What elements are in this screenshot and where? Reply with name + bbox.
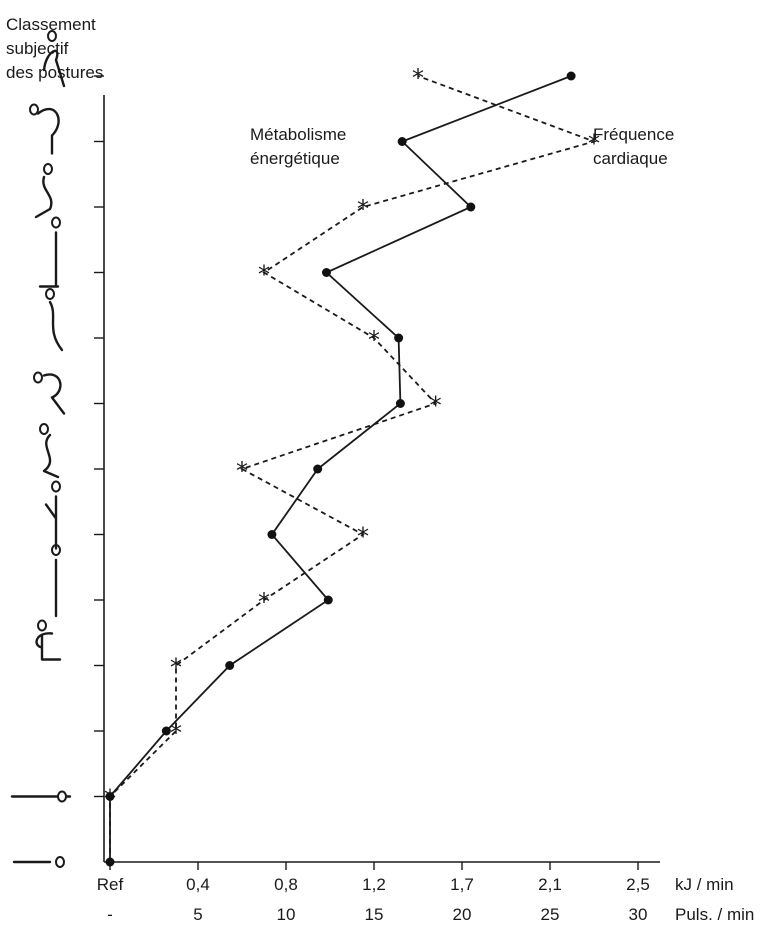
x-tick-label-secondary: 20 — [453, 905, 472, 924]
x-tick-label-secondary: 5 — [193, 905, 202, 924]
posture-standing-straight-arm-icon — [38, 216, 61, 288]
posture-squatting-low-icon — [42, 30, 66, 88]
posture-standing-upright-icon — [51, 544, 61, 618]
posture-standing-arms-up-icon — [44, 480, 61, 550]
heart-rate-point — [321, 268, 331, 277]
series-label-metabolism: Métabolisme énergétique — [250, 125, 346, 168]
heart-rate-point — [566, 71, 576, 81]
posture-kneeling-one-knee-icon — [34, 163, 53, 219]
x-axis-unit-primary: kJ / min — [675, 875, 734, 894]
series-label-line: Métabolisme — [250, 125, 346, 144]
posture-lying-down-icon — [12, 856, 65, 868]
metabolism-point: * — [170, 719, 182, 747]
x-tick-label-secondary: 30 — [629, 905, 648, 924]
metabolism-point: * — [357, 523, 369, 551]
x-tick-label-primary: 2,1 — [538, 875, 562, 894]
x-tick-label-primary: Ref — [97, 875, 124, 894]
heart-rate-point — [225, 661, 235, 670]
x-tick-label-secondary: 15 — [365, 905, 384, 924]
metabolism-point: * — [170, 654, 182, 682]
heart-rate-point — [323, 595, 333, 605]
posture-crouching-icon — [39, 423, 60, 479]
series-label-line: Fréquence — [593, 125, 674, 144]
x-tick-label-primary: 1,7 — [450, 875, 474, 894]
metabolism-point: * — [430, 392, 442, 420]
x-tick-label-primary: 0,8 — [274, 875, 298, 894]
series-label-heart-rate: Fréquence cardiaque — [593, 125, 674, 168]
metabolism-point: * — [236, 457, 248, 485]
x-tick-label-secondary: 10 — [277, 905, 296, 924]
heart-rate-point — [161, 726, 171, 736]
series-metabolism: ************ — [104, 64, 600, 862]
x-tick-label-primary: 0,4 — [186, 875, 210, 894]
x-tick-label-secondary: - — [107, 905, 113, 924]
posture-bent-over-deep-icon — [33, 371, 66, 415]
heart-rate-point — [394, 333, 404, 343]
series-label-line: énergétique — [250, 149, 340, 168]
metabolism-line — [109, 75, 597, 862]
metabolism-point: * — [412, 64, 424, 92]
metabolism-point: * — [368, 326, 380, 354]
y-axis-title: Classement subjectif des postures — [6, 15, 103, 82]
heart-rate-point — [267, 530, 277, 539]
y-axis-ticks — [94, 75, 104, 798]
posture-icons — [10, 30, 72, 868]
x-tick-label-secondary: 25 — [541, 905, 560, 924]
heart-rate-point — [466, 202, 476, 212]
posture-lying-arm-raised-icon — [10, 790, 72, 803]
y-title-line: subjectif — [6, 39, 69, 58]
x-axis-unit-secondary: Puls. / min — [675, 905, 754, 924]
heart-rate-point — [105, 857, 115, 867]
x-axis-tick-labels: Ref 0,4 0,8 1,2 1,7 2,1 2,5 - 5 10 15 20 25 30 — [97, 875, 650, 924]
series-heart-rate — [105, 71, 576, 867]
x-tick-label-primary: 1,2 — [362, 875, 386, 894]
heart-rate-point — [313, 464, 323, 474]
y-title-line: des postures — [6, 63, 103, 82]
heart-rate-point — [395, 399, 405, 408]
x-tick-label-primary: 2,5 — [626, 875, 650, 894]
metabolism-point: * — [258, 588, 270, 616]
series-label-line: cardiaque — [593, 149, 668, 168]
metabolism-point: * — [357, 195, 369, 223]
posture-bent-forward-arms-down-icon — [29, 103, 60, 155]
x-axis-ticks — [109, 862, 639, 870]
posture-reclining-seated-icon — [35, 619, 62, 661]
y-title-line: Classement — [6, 15, 96, 34]
metabolism-point: * — [258, 261, 270, 289]
heart-rate-point — [105, 792, 115, 801]
posture-leaning-back-icon — [45, 288, 64, 352]
heart-rate-point — [397, 137, 407, 146]
metabolism-point: * — [588, 130, 600, 158]
